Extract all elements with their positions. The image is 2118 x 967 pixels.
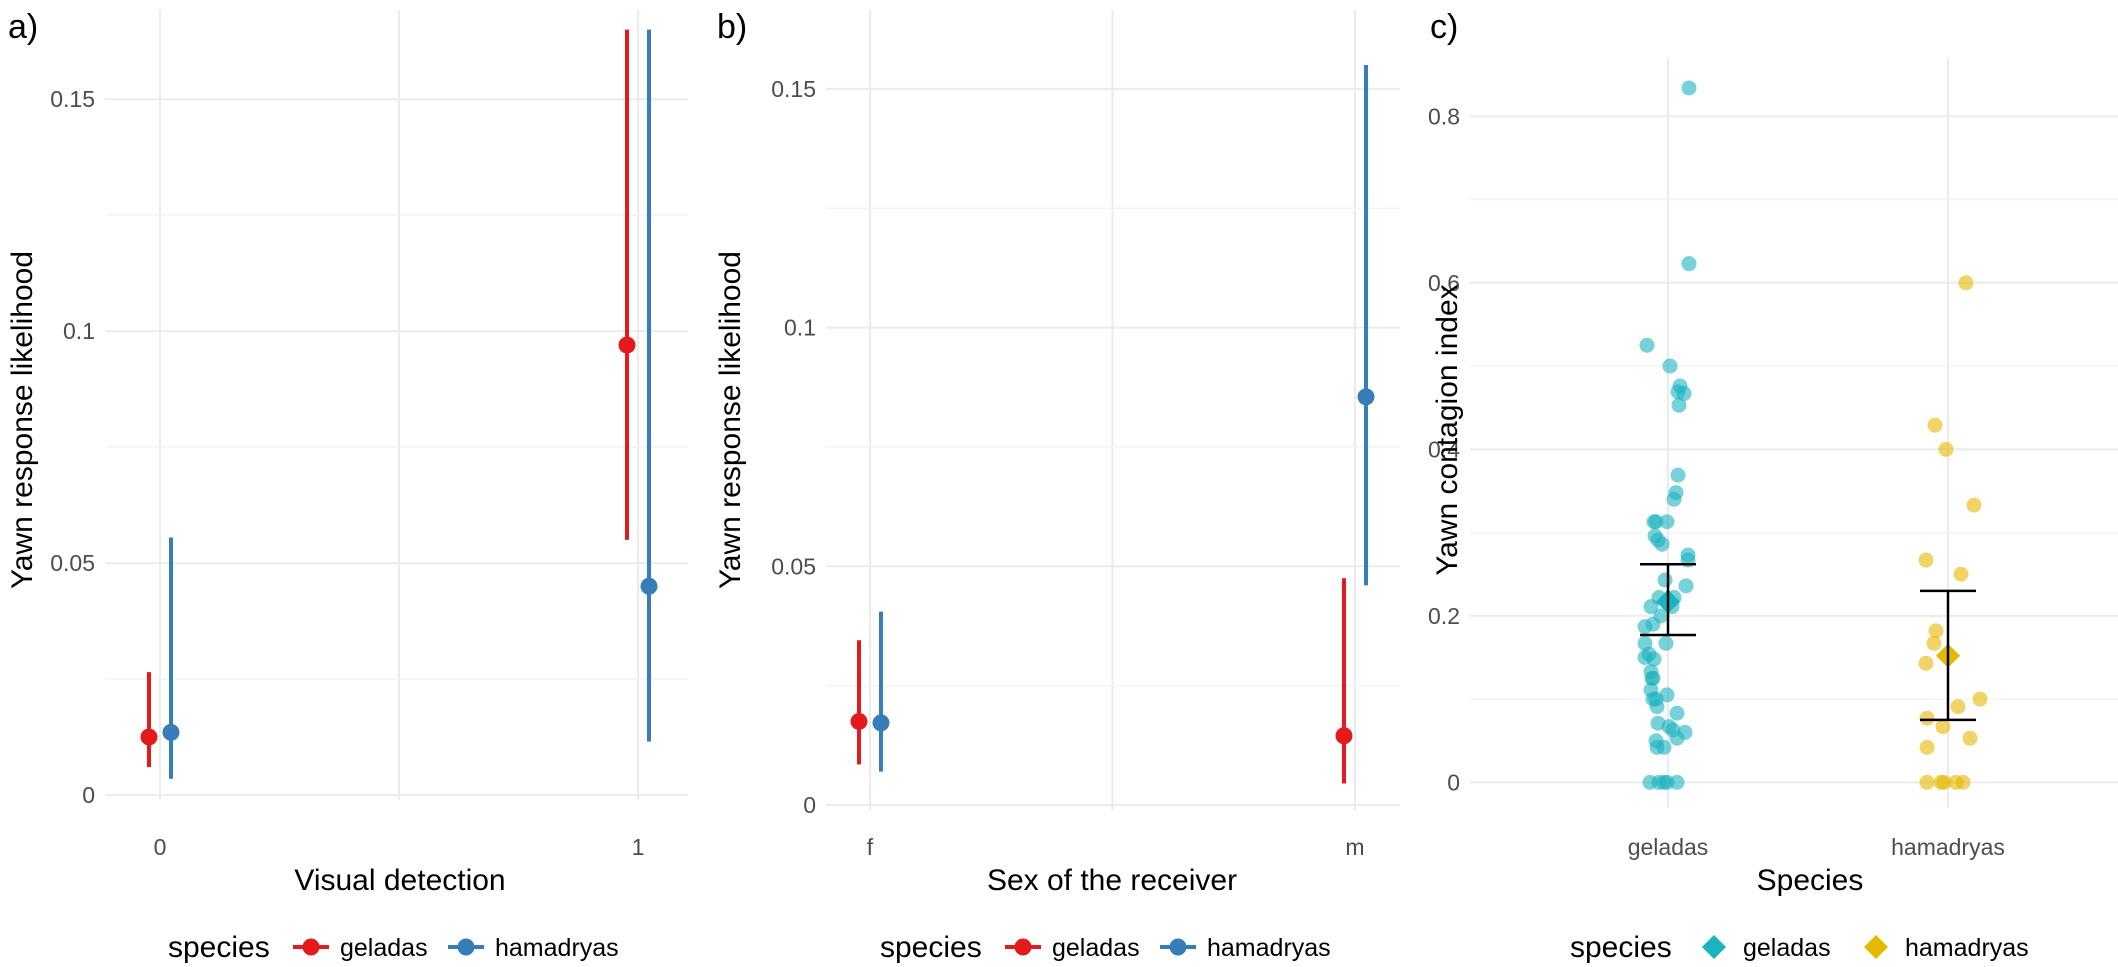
- data-point: [1919, 774, 1935, 790]
- data-point: [1643, 599, 1659, 615]
- data-point: [1681, 80, 1697, 96]
- data-point: [1938, 441, 1954, 457]
- legend-key-diamond: [1702, 935, 1726, 959]
- x-tick-label: m: [1345, 834, 1364, 860]
- data-point: [1666, 491, 1682, 507]
- y-tick-label: 0: [1447, 769, 1460, 795]
- legend-title: species: [880, 931, 982, 964]
- panel-b: 0 0.05 0.1 0.15 f m b) Sex of the receiver Yawn …: [714, 8, 1400, 964]
- data-point: [1656, 774, 1672, 790]
- data-point: [1670, 467, 1686, 483]
- data-point: [1936, 774, 1952, 790]
- data-point: [1662, 358, 1678, 374]
- data-point: [1919, 710, 1935, 726]
- y-tick-label: 0: [82, 782, 95, 808]
- panel-label: a): [8, 8, 38, 46]
- data-point: [1658, 635, 1674, 651]
- panel-label: b): [717, 8, 747, 46]
- data-point: [1955, 774, 1971, 790]
- data-point: [1926, 635, 1942, 651]
- data-point: [1962, 730, 1978, 746]
- x-axis-title: Visual detection: [294, 864, 505, 897]
- data-point: [1950, 699, 1966, 715]
- legend-title: species: [168, 931, 270, 964]
- panel-c: 0 0.2 0.4 0.6 0.8 geladas hamadryas c) Species Ya…: [1428, 8, 2118, 964]
- x-tick-label: geladas: [1628, 834, 1709, 860]
- legend-key-diamond: [1864, 935, 1888, 959]
- data-point: [1669, 705, 1685, 721]
- data-point: [1659, 514, 1675, 530]
- data-point: [850, 712, 868, 730]
- data-point: [1678, 578, 1694, 594]
- data-point: [1919, 739, 1935, 755]
- y-tick-label: 0.15: [50, 86, 95, 112]
- data-point: [872, 714, 890, 732]
- data-point: [1671, 397, 1687, 413]
- data-point: [1656, 739, 1672, 755]
- data-point: [1654, 536, 1670, 552]
- legend-key-point: [1169, 938, 1187, 956]
- data-point: [1669, 730, 1685, 746]
- y-tick-label: 0.05: [771, 553, 816, 579]
- y-tick-label: 0.1: [63, 318, 95, 344]
- data-point: [1966, 497, 1982, 513]
- data-point: [1357, 388, 1375, 406]
- data-point: [1648, 514, 1664, 530]
- legend-label: hamadryas: [495, 934, 619, 962]
- legend-key-point: [1014, 938, 1032, 956]
- y-axis-title: Yawn response likelihood: [6, 251, 39, 589]
- data-point: [640, 577, 658, 595]
- panel-a: 0 0.05 0.1 0.15 0 1 a) Visual detection Yawn res…: [6, 8, 688, 964]
- data-point: [1669, 774, 1685, 790]
- y-tick-label: 0: [803, 792, 816, 818]
- y-tick-label: 0.6: [1428, 270, 1460, 296]
- x-axis-title: Sex of the receiver: [987, 864, 1237, 897]
- x-tick-label: f: [867, 834, 874, 860]
- legend-label: geladas: [340, 934, 428, 962]
- y-tick-label: 0.15: [771, 76, 816, 102]
- y-tick-label: 0.1: [784, 315, 816, 341]
- data-point: [1335, 727, 1353, 745]
- data-point: [1953, 566, 1969, 582]
- legend-key-point: [302, 938, 320, 956]
- data-point: [1958, 275, 1974, 291]
- x-axis-title: Species: [1757, 864, 1864, 897]
- legend-label: geladas: [1743, 934, 1831, 962]
- data-point: [1927, 417, 1943, 433]
- y-tick-label: 0.2: [1428, 603, 1460, 629]
- y-tick-label: 0.05: [50, 550, 95, 576]
- data-point: [1644, 670, 1660, 686]
- legend-key-point: [457, 938, 475, 956]
- y-tick-label: 0.8: [1428, 103, 1460, 129]
- data-point: [1935, 719, 1951, 735]
- data-point: [618, 336, 636, 354]
- y-axis-title: Yawn response likelihood: [714, 251, 747, 589]
- data-point: [1649, 699, 1665, 715]
- data-point: [1681, 256, 1697, 272]
- data-point: [1918, 655, 1934, 671]
- data-point: [1646, 651, 1662, 667]
- data-point: [1972, 691, 1988, 707]
- legend-title: species: [1570, 931, 1672, 964]
- y-tick-label: 0.4: [1428, 436, 1460, 462]
- data-point: [1637, 619, 1653, 635]
- x-tick-label: 0: [154, 834, 167, 860]
- legend-label: hamadryas: [1905, 934, 2029, 962]
- data-point: [1657, 572, 1673, 588]
- data-point: [1918, 552, 1934, 568]
- data-point: [140, 728, 158, 746]
- legend-label: geladas: [1052, 934, 1140, 962]
- data-point: [1928, 623, 1944, 639]
- panel-label: c): [1430, 8, 1458, 46]
- data-point: [1676, 386, 1692, 402]
- data-point: [1639, 337, 1655, 353]
- data-point: [162, 723, 180, 741]
- x-tick-label: 1: [632, 834, 645, 860]
- y-axis-title: Yawn contagion index: [1431, 284, 1464, 575]
- legend-label: hamadryas: [1207, 934, 1331, 962]
- x-tick-label: hamadryas: [1891, 834, 2005, 860]
